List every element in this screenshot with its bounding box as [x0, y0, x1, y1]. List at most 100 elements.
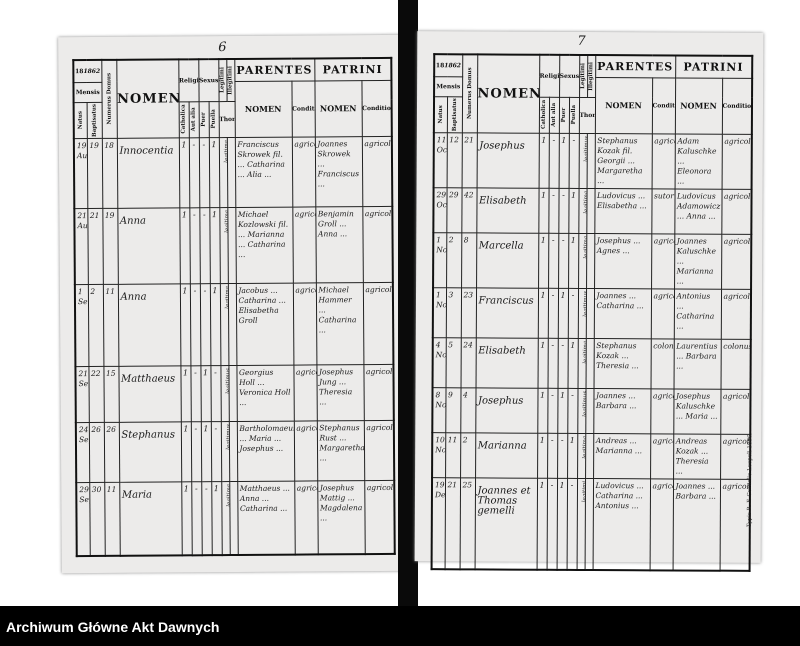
book-spine: [398, 0, 418, 606]
godparents-names: Laurentius ... Barbara ...: [673, 338, 721, 389]
patrini-header: PATRINI: [314, 57, 392, 81]
puer-mark: -: [199, 207, 210, 284]
puella-mark: 1: [211, 481, 222, 556]
catholica-mark: 1: [538, 132, 549, 188]
legitimi-mark: legitimus: [220, 365, 229, 422]
child-name: Joannes et Thomas gemelli: [474, 477, 538, 570]
birth-date: 19 Decembris: [431, 477, 446, 570]
puella-mark: -: [210, 421, 222, 482]
child-name: Stephanus: [118, 421, 182, 482]
child-name: Maria: [119, 481, 182, 556]
puella-mark: 1: [568, 187, 579, 233]
puer-mark: 1: [558, 132, 569, 188]
house-number: 24: [460, 337, 476, 388]
house-number: 11: [104, 481, 120, 556]
puella-mark: 1: [209, 283, 221, 366]
birth-date: 8 Novembris: [432, 387, 446, 433]
catholica-mark: 1: [537, 432, 548, 478]
godparents-names: Joannes Skrowek ... Franciscus ...: [314, 136, 363, 207]
house-number: 11: [102, 283, 119, 366]
legitimacy-text: legitima: [582, 190, 587, 214]
aut-alia-mark: -: [547, 287, 559, 338]
puella-mark: 1: [208, 137, 220, 208]
puer-mark: -: [558, 232, 569, 288]
child-name: Elisabeth: [475, 337, 538, 388]
printer-note: Typis R. F. Cornelio Leopoli 1856.: [746, 432, 754, 528]
natus-header: Natus: [77, 110, 84, 130]
puer-mark: -: [557, 337, 568, 388]
register-entry: 1 Novembris 2 8 Marcella 1 - - 1 legitim…: [433, 232, 752, 289]
parents-names: Georgius Holl ... Veronica Holl ...: [236, 364, 294, 421]
register-entry: 29 Septembris 30 11 Maria 1 - - 1 legiti…: [76, 479, 395, 557]
illegitimi-mark: [585, 337, 594, 389]
catholica-mark: 1: [536, 477, 548, 570]
catholica-mark: 1: [537, 337, 548, 388]
puer-mark: 1: [200, 421, 212, 482]
godparents-condition: agricola: [363, 363, 394, 421]
puella-mark: 1: [568, 232, 579, 288]
godparents-condition: agricola: [362, 205, 393, 283]
illegitimi-header: Illegitimi: [227, 65, 234, 95]
parentes-header: PARENTES: [595, 55, 676, 78]
parents-condition: agricola: [651, 233, 675, 289]
baptism-date: 22: [88, 365, 104, 423]
house-number: 21: [461, 132, 477, 188]
register-entry: 4 Novembris 5 24 Elisabeth 1 - - 1 legit…: [432, 337, 751, 389]
register-entry: 11 Octobris 12 21 Josephus 1 - 1 - legit…: [433, 132, 752, 189]
parents-condition: sutor: [651, 188, 675, 234]
puer-mark: 1: [557, 287, 569, 338]
thori-header: Thori: [578, 96, 596, 134]
patrini-conditio-header: Conditio: [721, 77, 753, 134]
aut-alia-mark: -: [546, 477, 558, 570]
left-page: 6 181862 Numerus Domus NOMEN Religio Sex…: [58, 34, 414, 574]
aut-alia-mark: -: [547, 432, 558, 478]
legitimi-header: Legitimi: [580, 63, 587, 90]
legitimacy-text: legitimus: [583, 135, 587, 162]
puer-mark: 1: [557, 387, 568, 433]
puer-mark: -: [557, 432, 568, 478]
register-entry: 21 Septembris 22 15 Matthaeus 1 - 1 - le…: [75, 363, 394, 423]
legitimi-mark: legitimus: [577, 387, 586, 433]
godparents-condition: agricola: [721, 233, 752, 289]
godparents-names: Josephus Jung ... Theresia ...: [316, 364, 364, 421]
house-number: 4: [460, 387, 476, 433]
year-header: 181862: [434, 54, 463, 77]
parents-names: Ludovicus ... Catharina ... Antonius ...: [592, 478, 651, 571]
puella-header: Puella: [570, 105, 578, 125]
baptism-date: 29: [446, 187, 462, 233]
parentes-conditio-header: Conditio: [291, 80, 315, 137]
puella-mark: -: [566, 477, 578, 570]
legitimi-mark: legitima: [218, 137, 228, 208]
patrini-conditio-header: Conditio: [361, 79, 392, 137]
puella-mark: -: [568, 132, 579, 188]
godparents-condition: agricola: [362, 281, 394, 365]
birth-date: 1 Novembris: [432, 287, 447, 338]
right-page: 7 181862 Numerus Domus NOMEN Religio Sex…: [414, 31, 764, 572]
legitimacy-text: legitima: [582, 235, 587, 259]
baptism-date: 19: [86, 137, 103, 209]
parents-names: Franciscus Skrowek fil. ... Catharina ..…: [234, 136, 293, 208]
godparents-condition: agricola: [363, 419, 395, 481]
numerus-domus-header: Numerus Domus: [105, 73, 113, 125]
parents-condition: agricola: [650, 433, 674, 479]
godparents-condition: agricola: [721, 188, 752, 234]
godparents-condition: agricola: [361, 135, 393, 207]
parents-names: Matthaeus ... Anna ... Catharina ...: [237, 480, 295, 555]
godparents-condition: colonus: [720, 338, 751, 389]
parents-names: Joannes ... Barbara ...: [593, 388, 651, 434]
godparents-names: Josephus Kaluschke ... Maria ...: [673, 388, 721, 434]
child-name: Marcella: [476, 232, 539, 288]
godparents-names: Ludovicus Adamowicz ... Anna ...: [674, 188, 722, 234]
birth-date: 11 Octobris: [433, 132, 447, 188]
page-number: 7: [577, 33, 586, 49]
parents-condition: agricola: [650, 388, 674, 434]
legitimi-mark: legitima: [577, 432, 586, 478]
birth-date: 24 Septembris: [75, 422, 90, 483]
birth-date: 1 Novembris: [433, 232, 447, 288]
catholica-mark: 1: [178, 137, 190, 208]
illegitimi-mark: [586, 232, 595, 289]
archive-name: Archiwum Główne Akt Dawnych: [6, 619, 220, 635]
puer-mark: 1: [200, 365, 211, 422]
puer-mark: -: [199, 283, 211, 366]
child-name: Josephus: [476, 132, 539, 188]
